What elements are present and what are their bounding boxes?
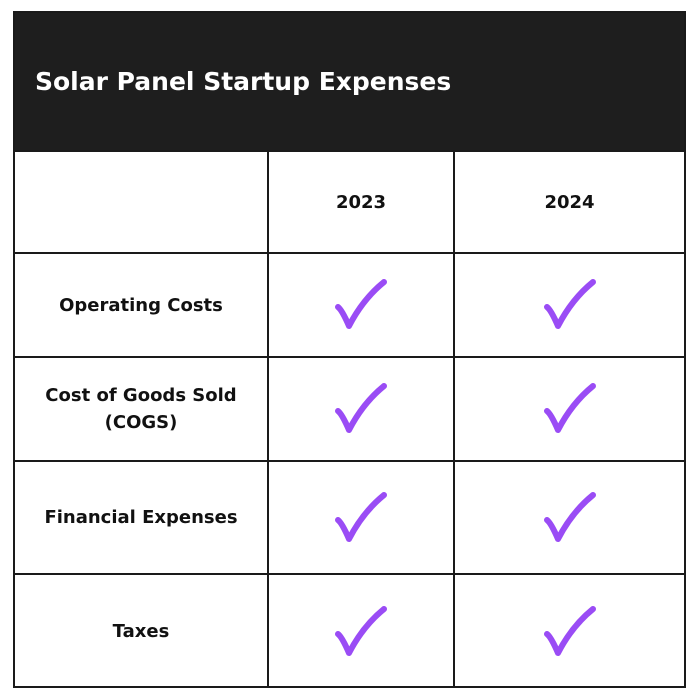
checkmark — [543, 491, 596, 542]
checkmark-stroke — [335, 279, 387, 329]
checkmark — [543, 605, 596, 656]
corner-cell — [15, 152, 269, 254]
check-cell — [269, 575, 455, 688]
checkmark — [335, 605, 387, 656]
row-label: Cost of Goods Sold (COGS) — [15, 358, 269, 462]
check-cell — [455, 254, 684, 358]
row-label: Operating Costs — [15, 254, 269, 358]
checkmark-stroke — [543, 605, 596, 656]
checkmark-stroke — [543, 491, 596, 542]
check-cell — [269, 254, 455, 358]
checkmark-stroke — [335, 383, 387, 433]
column-header: 2024 — [455, 152, 684, 254]
table-grid: 2023 2024 Operating Costs Cost of Goods Sol… — [15, 152, 684, 688]
column-header: 2023 — [269, 152, 455, 254]
checkmark — [335, 491, 387, 542]
checkmark — [335, 383, 387, 433]
checkmark — [335, 279, 387, 329]
check-cell — [455, 462, 684, 575]
checkmark-stroke — [543, 383, 596, 433]
row-label: Taxes — [15, 575, 269, 688]
check-cell — [455, 575, 684, 688]
check-cell — [455, 358, 684, 462]
check-cell — [269, 462, 455, 575]
checkmark — [543, 383, 596, 433]
checkmark-stroke — [335, 605, 387, 656]
row-label: Financial Expenses — [15, 462, 269, 575]
table-title: Solar Panel Startup Expenses — [15, 13, 684, 152]
check-cell — [269, 358, 455, 462]
checkmark — [543, 279, 596, 329]
expenses-table: Solar Panel Startup Expenses 2023 2024 Ope… — [13, 11, 686, 688]
checkmark-stroke — [543, 279, 596, 329]
checkmark-stroke — [335, 491, 387, 542]
